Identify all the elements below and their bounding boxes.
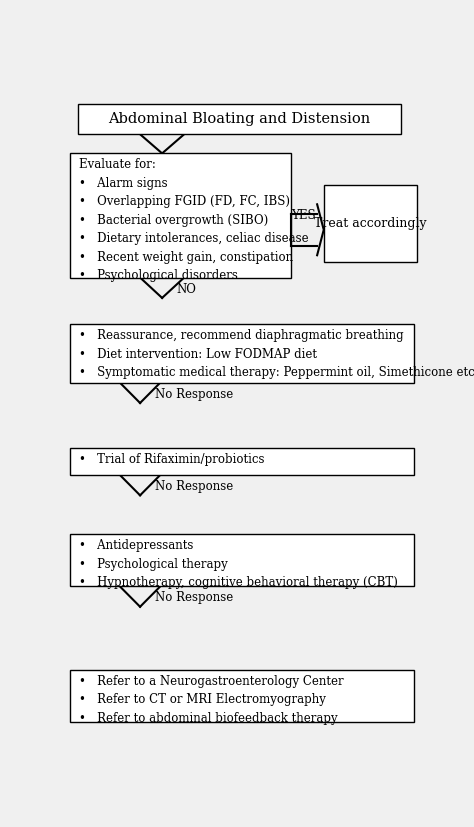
- FancyBboxPatch shape: [324, 185, 418, 261]
- FancyBboxPatch shape: [70, 447, 414, 475]
- Text: Treat accordingly: Treat accordingly: [314, 217, 427, 230]
- Text: Abdominal Bloating and Distension: Abdominal Bloating and Distension: [108, 112, 370, 126]
- Text: •   Refer to a Neurogastroenterology Center
•   Refer to CT or MRI Electromyogra: • Refer to a Neurogastroenterology Cente…: [80, 675, 344, 725]
- Text: Evaluate for:
•   Alarm signs
•   Overlapping FGID (FD, FC, IBS)
•   Bacterial o: Evaluate for: • Alarm signs • Overlappin…: [80, 159, 309, 283]
- Text: •   Reassurance, recommend diaphragmatic breathing
•   Diet intervention: Low FO: • Reassurance, recommend diaphragmatic b…: [80, 329, 474, 379]
- Text: •   Trial of Rifaximin/probiotics: • Trial of Rifaximin/probiotics: [80, 452, 265, 466]
- Text: No Response: No Response: [155, 480, 233, 493]
- Text: No Response: No Response: [155, 591, 233, 605]
- Text: No Response: No Response: [155, 388, 233, 400]
- FancyBboxPatch shape: [70, 324, 414, 383]
- FancyBboxPatch shape: [78, 103, 401, 134]
- Text: •   Antidepressants
•   Psychological therapy
•   Hypnotherapy, cognitive behavi: • Antidepressants • Psychological therap…: [80, 539, 398, 590]
- FancyBboxPatch shape: [70, 534, 414, 586]
- Text: YES: YES: [291, 208, 316, 222]
- FancyBboxPatch shape: [70, 153, 291, 278]
- FancyBboxPatch shape: [70, 670, 414, 722]
- Text: NO: NO: [177, 283, 197, 295]
